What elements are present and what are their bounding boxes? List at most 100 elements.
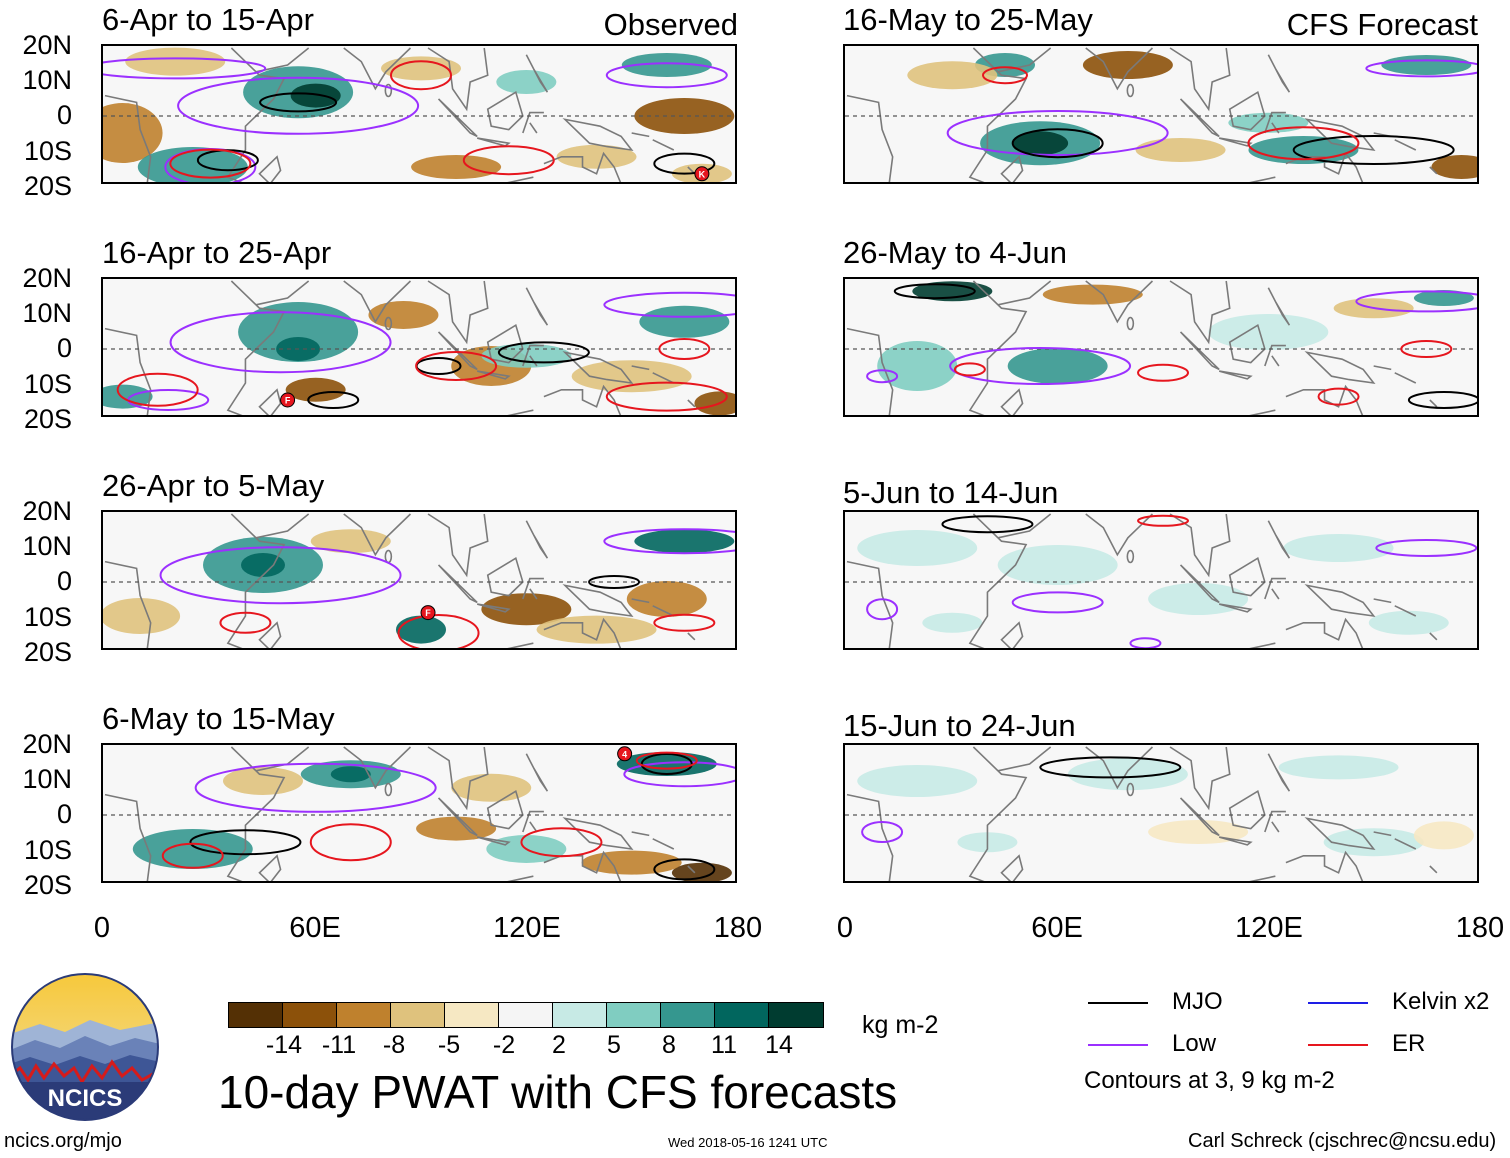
map-background [103, 279, 735, 415]
anomaly-blob [132, 829, 253, 869]
indochina-coast [1169, 47, 1231, 112]
philippines-coast [525, 520, 549, 559]
africa-coast [104, 280, 286, 415]
borneo-coast [1228, 789, 1266, 830]
sulawesi-coast [1264, 577, 1286, 600]
colorbar-label: 5 [607, 1031, 621, 1059]
anomaly-blob [1381, 55, 1472, 75]
java-coast [476, 370, 511, 380]
er-contour [653, 613, 716, 632]
africa-coast [846, 746, 1028, 881]
map-canvas: 4 [103, 745, 735, 881]
er-contour [1137, 514, 1189, 527]
anomaly-blob [1135, 138, 1226, 162]
madagascar-coast [1000, 388, 1024, 415]
anomaly-blob [285, 377, 346, 402]
lat-label: 20S [23, 637, 72, 667]
storm-marker-dot [420, 605, 436, 621]
coastlines [846, 280, 1438, 415]
low-contour [946, 110, 1169, 156]
anomaly-blob [997, 545, 1118, 585]
anomaly-blob [1148, 583, 1249, 615]
mjo-contour [1011, 128, 1104, 159]
mjo-contour [588, 575, 641, 589]
er-contour [397, 614, 480, 648]
new-guinea-coast [1304, 817, 1376, 851]
australia-coast [507, 151, 622, 182]
lat-label: 20S [23, 404, 72, 434]
sulawesi-coast [522, 577, 544, 600]
africa-coast [846, 513, 1028, 648]
colorbar-label: 14 [765, 1031, 793, 1059]
mjo-contour [1407, 391, 1477, 409]
mjo-legend-label: MJO [1172, 988, 1223, 1015]
anomaly-blob [857, 765, 978, 797]
islands-coast [631, 598, 696, 641]
er-contour [1317, 387, 1360, 406]
australia-coast [1249, 617, 1364, 648]
low-contour [1365, 59, 1477, 78]
sulawesi-coast [522, 111, 544, 134]
new-guinea-coast [1304, 351, 1376, 385]
india-coast [997, 513, 1154, 557]
anomaly-blob [238, 302, 359, 362]
new-guinea-coast [562, 817, 634, 851]
colorbar-label: 11 [711, 1031, 737, 1059]
anomaly-blob [103, 598, 181, 634]
indochina-coast [1169, 513, 1231, 578]
coastlines [104, 746, 696, 881]
sumatra-coast [437, 797, 478, 837]
storm-marker-label: F [425, 608, 431, 618]
panel-title: 6-Apr to 15-Apr [102, 2, 314, 37]
low-contour [177, 76, 420, 135]
colorbar-swatch [607, 1003, 661, 1027]
africa-coast [846, 280, 1028, 415]
low-legend-line [1088, 1044, 1148, 1046]
indochina-coast [427, 280, 489, 345]
anomaly-blob [290, 83, 341, 108]
low-contour [866, 598, 899, 621]
map-panel-observed-4: 4 [101, 743, 737, 883]
anomaly-blob [1012, 131, 1069, 156]
er-contour [1247, 126, 1360, 161]
philippines-coast [525, 287, 549, 326]
java-coast [476, 836, 511, 846]
borneo-coast [1228, 90, 1266, 131]
er-contour [169, 148, 252, 179]
coastlines [846, 47, 1438, 182]
low-contour [194, 762, 437, 813]
er-contour [462, 145, 555, 176]
lat-label: 10S [23, 602, 72, 632]
java-coast [1218, 836, 1253, 846]
er-legend-label: ER [1392, 1030, 1426, 1057]
map-panel-observed-3: F [101, 510, 737, 650]
er-contour [605, 381, 728, 412]
low-contour [1129, 637, 1162, 648]
lat-label: 10N [22, 65, 72, 95]
lat-label: 0 [56, 566, 72, 596]
sri-lanka-coast [384, 782, 393, 797]
map-canvas: K [103, 46, 735, 182]
java-coast [476, 137, 511, 147]
sri-lanka-coast [1126, 316, 1135, 331]
storm-marker-dot [617, 746, 633, 762]
anomaly-blob [481, 593, 572, 626]
low-contour [949, 347, 1132, 385]
philippines-coast [525, 753, 549, 792]
map-panel-observed-1: K [101, 44, 737, 184]
footer-url[interactable]: ncics.org/mjo [4, 1130, 122, 1152]
lat-label: 20N [22, 30, 72, 60]
anomaly-blob [1082, 51, 1173, 79]
borneo-coast [1228, 323, 1266, 364]
mjo-legend-line [1088, 1002, 1148, 1004]
low-contour [159, 546, 402, 605]
low-contour [103, 57, 267, 80]
low-contour [623, 761, 735, 788]
anomaly-blob [103, 384, 153, 409]
panel-title: 16-May to 25-May [843, 2, 1093, 37]
sumatra-coast [437, 564, 478, 604]
storm-marker-label: F [285, 396, 291, 406]
low-contour [861, 821, 904, 843]
anomaly-blob [396, 615, 446, 644]
madagascar-coast [258, 854, 282, 881]
